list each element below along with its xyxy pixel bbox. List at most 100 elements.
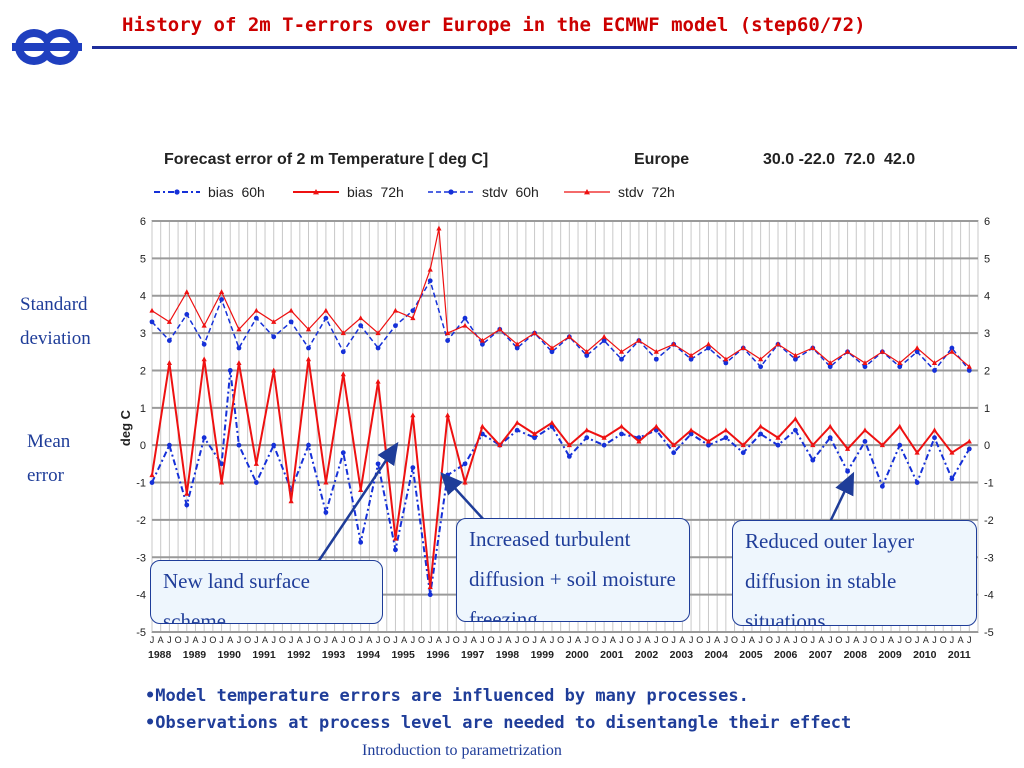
year-tick-label: 2000 [565,649,589,661]
month-tick-label: O [279,635,286,645]
month-tick-label: A [471,635,477,645]
month-tick-label: A [297,635,303,645]
data-point [392,307,399,313]
data-point [671,450,677,456]
data-point [427,584,433,590]
month-tick-label: J [358,635,363,645]
month-tick-label: J [202,635,207,645]
data-point [636,435,642,441]
data-point [340,450,346,456]
y-tick-label-right: 5 [984,253,990,265]
data-point [671,341,677,347]
month-tick-label: O [870,635,877,645]
month-tick-label: A [784,635,790,645]
data-point [619,431,624,437]
slide-title: History of 2m T-errors over Europe in th… [122,14,866,36]
data-point [949,476,955,482]
month-tick-label: J [689,635,694,645]
data-point [358,315,364,321]
month-tick-label: J [463,635,468,645]
data-point [601,334,607,339]
data-point [549,345,555,351]
year-tick-label: 2007 [809,649,833,661]
data-point [723,435,729,441]
data-point [618,348,625,354]
month-tick-label: J [967,635,972,645]
data-point [184,312,190,317]
year-tick-label: 1994 [357,649,381,661]
data-point [740,450,746,456]
month-tick-label: O [557,635,564,645]
data-point [966,438,972,444]
data-point [862,360,868,365]
data-point [636,438,642,444]
data-point [897,423,903,429]
data-point [862,427,868,433]
data-point [532,435,537,441]
month-tick-label: J [602,635,607,645]
month-tick-label: A [401,635,407,645]
arrow-land-surface [316,441,399,563]
data-point [531,431,538,436]
data-point [288,498,294,504]
year-tick-label: 1996 [426,649,450,661]
y-tick-label-left: 3 [140,328,146,340]
data-point [566,442,572,448]
data-point [688,427,694,433]
data-point [149,307,155,313]
month-tick-label: A [645,635,651,645]
data-point [514,427,520,433]
data-point [393,323,398,329]
data-point [671,442,677,448]
data-point [375,378,381,384]
legend-marker [584,189,590,195]
data-point [201,356,207,362]
data-point [462,461,468,467]
y-tick-label-left: 5 [140,253,146,265]
data-point [549,349,555,355]
year-tick-label: 2009 [878,649,902,661]
data-point [410,465,416,470]
data-point [288,307,294,313]
month-tick-label: O [209,635,216,645]
month-tick-label: A [262,635,268,645]
data-point [445,412,451,418]
y-tick-label-left: 4 [140,291,146,303]
data-point [462,479,468,485]
data-point [932,435,937,441]
year-tick-label: 1993 [322,649,346,661]
year-tick-label: 1998 [496,649,520,661]
data-point [810,457,816,463]
month-tick-label: A [749,635,755,645]
month-tick-label: A [332,635,338,645]
month-tick-label: J [480,635,485,645]
month-tick-label: J [185,635,190,645]
month-tick-label: J [741,635,746,645]
month-tick-label: J [376,635,381,645]
month-tick-label: J [863,635,868,645]
month-tick-label: O [661,635,668,645]
data-point [201,322,207,328]
data-point [619,356,624,362]
callout-turbulent: Increased turbulent diffusion + soil moi… [456,518,690,622]
y-tick-label-right: -4 [984,590,994,602]
legend-marker [448,189,454,195]
legend-label: stdv 60h [482,184,539,200]
data-point [688,356,694,362]
data-point [427,592,433,598]
title-rule [92,46,1017,49]
data-point [392,535,399,541]
y-tick-label-right: -3 [984,552,994,564]
data-point [549,419,555,425]
year-tick-label: 1989 [183,649,207,661]
data-point [323,307,329,313]
month-tick-label: J [324,635,329,645]
data-point [271,367,277,373]
month-tick-label: A [610,635,616,645]
data-point [149,319,155,325]
footer-text: Introduction to parametrization [362,742,562,759]
month-tick-label: A [923,635,929,645]
month-tick-label: A [888,635,894,645]
month-tick-label: O [801,635,808,645]
month-tick-label: J [654,635,659,645]
